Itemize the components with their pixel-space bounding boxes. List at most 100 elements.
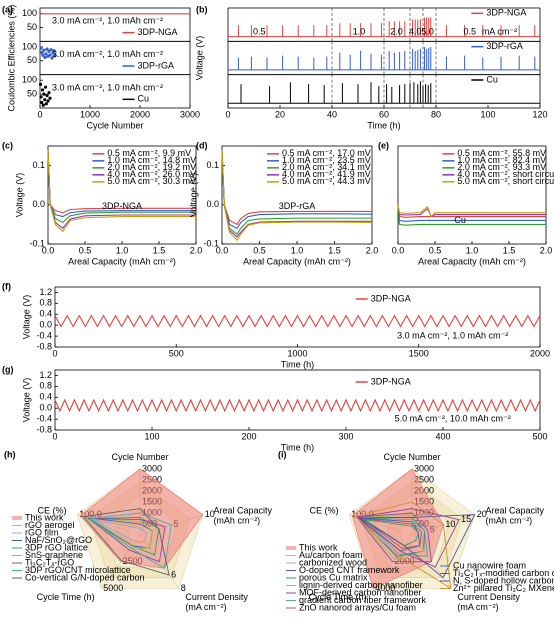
x-tick-label: 0 <box>225 109 230 119</box>
line <box>47 149 196 214</box>
legend-label: rGO aerogel <box>25 520 75 530</box>
legend-label: 4.0 mA cm⁻², 41.9 mV <box>282 169 371 179</box>
radar-axis-label: CE (%) <box>38 506 67 516</box>
y-tick-label: 0.1 <box>206 160 219 170</box>
legend-label: 1.0 mA cm⁻², 82.4 mV <box>457 155 546 165</box>
annotation: Cu <box>454 215 466 225</box>
legend-label: SnS-graphene <box>25 550 83 560</box>
legend-label: gradient carbon fiber framework <box>299 595 427 605</box>
legend-label: 3DP-rGA <box>138 60 175 70</box>
y-tick-label: 1.2 <box>39 287 52 297</box>
legend-label: 3DP-NGA <box>138 27 178 37</box>
legend-label: 1.0 mA cm⁻², 14.8 mV <box>107 155 196 165</box>
radar-series <box>354 501 452 590</box>
legend-label: Ti₃C₂Tₓ-modified carbon cloth <box>453 568 554 578</box>
x-tick-label: 100 <box>144 431 159 441</box>
panel-label: (e) <box>378 140 389 150</box>
radar-axis-unit: (mAh cm⁻²) <box>485 516 532 526</box>
point <box>52 49 56 53</box>
x-axis-label: Time (h) <box>367 120 400 130</box>
legend-label: lignin-derived carbon nanofiber <box>299 580 423 590</box>
radar-series <box>92 519 147 543</box>
annotation: 1.0 <box>353 26 366 36</box>
point <box>40 50 44 55</box>
point <box>43 55 47 60</box>
point <box>50 56 54 60</box>
annotation: 2.0 <box>390 26 403 36</box>
panel-label: (i) <box>278 449 287 459</box>
legend-label: Zn²⁺ pillared Ti₃C₂ MXene <box>453 583 554 593</box>
point <box>49 48 53 52</box>
y-tick-label: 100 <box>22 8 37 18</box>
point <box>43 85 48 89</box>
y-tick-label: 0.0 <box>39 403 52 413</box>
radar-tick-label: 10 <box>205 509 215 519</box>
point <box>41 53 45 57</box>
radar-axis-label: Cycle Number <box>111 452 168 462</box>
radar-axis-label: Cycle Time (h) <box>37 592 95 602</box>
x-tick-label: 1.0 <box>116 245 129 255</box>
x-tick-label: 1.0 <box>291 245 304 255</box>
radar-tick-label: 10 <box>445 519 455 529</box>
point <box>39 95 43 99</box>
radar-tick-label: 5000 <box>103 583 123 593</box>
x-axis-label: Areal Capacity (mAh cm⁻²) <box>418 256 526 266</box>
line <box>397 204 546 218</box>
x-axis-label: Areal Capacity (mAh cm⁻²) <box>68 256 176 266</box>
radar-axis-unit: (mAh cm⁻²) <box>213 516 260 526</box>
radar-series <box>88 512 172 570</box>
legend-label: Au/carbon foam <box>299 550 363 560</box>
y-tick-label: 50 <box>27 22 37 32</box>
panel-label: (a) <box>2 4 13 14</box>
legend-label: 0.5 mA cm⁻², 9.9 mV <box>107 148 191 158</box>
annotation: 5.0 mA cm⁻², 10.0 mAh cm⁻² <box>395 414 511 424</box>
y-tick-label: -0.8 <box>36 424 52 434</box>
x-tick-label: 0 <box>52 431 57 441</box>
x-tick-label: 1000 <box>287 348 307 358</box>
line <box>54 398 541 413</box>
radar-series <box>82 508 170 576</box>
legend-label: 3DP-NGA <box>486 8 526 18</box>
y-axis-label: Voltage (V) <box>188 173 198 218</box>
x-tick-label: 3000 <box>180 109 200 119</box>
y-axis-label: Voltage (V) <box>14 173 24 218</box>
legend-label: 5.0 mA cm⁻², short circuit <box>457 176 554 186</box>
legend-label: porous Cu matrix <box>299 572 368 582</box>
legend-label: ZnO nanorod arrays/Cu foam <box>299 602 416 612</box>
line <box>54 314 541 328</box>
y-tick-label: 0.0 <box>206 199 219 209</box>
radar-axis-label: Areal Capacity <box>485 506 544 516</box>
radar-tick-label: 6 <box>171 569 176 579</box>
line <box>47 149 196 233</box>
legend-label: 4.0 mA cm⁻², 26.0 mV <box>107 169 196 179</box>
y-tick-label: 0.8 <box>39 381 52 391</box>
x-tick-label: 0 <box>52 348 57 358</box>
x-axis-label: Cycle Number <box>86 120 143 130</box>
radar-tick-label: 8 <box>181 583 186 593</box>
legend-label: Ti₃C₂Tₓ-rGO <box>25 557 74 567</box>
y-tick-label: 0.1 <box>32 160 45 170</box>
legend-label: Cu nanowire foam <box>453 560 526 570</box>
y-axis-label: Coulombic Efficiencies (%) <box>6 5 16 112</box>
legend-swatch <box>286 546 296 550</box>
x-tick-label: 1.5 <box>153 245 166 255</box>
y-tick-label: 0.0 <box>32 199 45 209</box>
point <box>46 99 50 103</box>
radar-axis-label: Cycle Number <box>383 452 440 462</box>
radar-axis-unit: (mA cm⁻²) <box>457 602 498 612</box>
point <box>48 96 52 100</box>
y-tick-label: 100 <box>22 75 37 85</box>
legend-label: 2.0 mA cm⁻², 19.2 mV <box>107 162 196 172</box>
legend-label: This work <box>299 542 338 552</box>
radar-series <box>351 468 444 589</box>
radar-axis-label: CE (%) <box>310 506 339 516</box>
y-tick-label: -0.4 <box>36 330 52 340</box>
line <box>397 204 546 218</box>
y-tick-label: 0.4 <box>39 392 52 402</box>
x-tick-label: 80 <box>431 109 441 119</box>
legend-label: 3DP-NGA <box>371 293 411 303</box>
x-tick-label: 1.5 <box>328 245 341 255</box>
x-tick-label: 20 <box>275 109 285 119</box>
panel-label: (b) <box>196 4 208 14</box>
radar-tick-label: 4000 <box>375 583 395 593</box>
